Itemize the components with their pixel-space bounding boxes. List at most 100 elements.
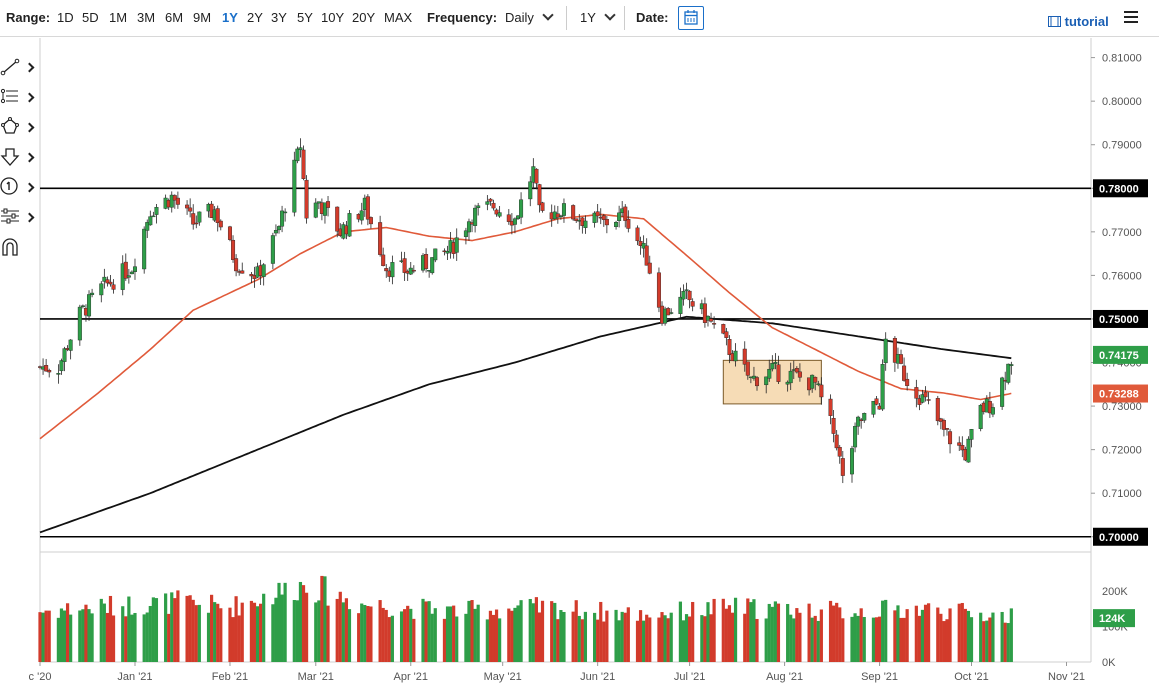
candle-body [797,371,802,378]
volume-bar [167,613,171,662]
candle-body [537,184,542,206]
magnet-tool[interactable] [0,236,36,260]
price-tick-label: 0.79000 [1102,140,1142,152]
volume-bar [550,601,554,662]
volume-bar [314,602,318,662]
volume-bar [681,620,686,662]
ma-short-badge [1093,384,1148,403]
range-3y[interactable]: 3Y [271,10,287,25]
volume-bar [617,620,621,662]
tutorial-link[interactable]: tutorial [1048,14,1109,29]
candle-body [859,419,864,421]
range-max[interactable]: MAX [384,10,413,25]
candle-body [215,208,220,223]
candle-body [709,318,714,322]
volume-bar [862,617,866,662]
candle-body [191,213,196,225]
range-6m[interactable]: 6M [165,10,184,25]
candle-body [102,276,107,282]
range-2y[interactable]: 2Y [247,10,263,25]
volume-bar [90,613,94,662]
candle-body [41,366,46,370]
candle-body [647,262,652,274]
candle-body [488,198,493,202]
candle-body [773,362,778,364]
candle-body [197,211,202,223]
volume-bar [170,592,174,662]
calendar-button[interactable] [678,6,704,30]
candle-body [990,407,995,415]
candle-body [678,296,683,314]
candle-body [387,270,392,277]
time-tick-label: May '21 [484,671,522,683]
range-5y[interactable]: 5Y [297,10,313,25]
candle-body [237,271,242,273]
shape-tool[interactable] [0,116,36,140]
volume-bar [948,608,952,662]
range-9m[interactable]: 9M [193,10,212,25]
range-5d[interactable]: 5D [82,10,99,25]
candle-body [65,348,70,350]
time-tick-label: Mar '21 [298,671,334,683]
volume-bar [513,607,517,662]
volume-bar [148,605,152,662]
frequency-select[interactable]: Daily [505,9,554,25]
volume-bar [240,602,244,662]
fibonacci-tool[interactable] [0,86,36,110]
candle-body [218,220,223,228]
trend-line-tool[interactable] [0,56,36,80]
candle-body [442,250,447,253]
candle-body [813,376,818,383]
indicator-tool[interactable] [0,206,36,230]
volume-bar [666,618,670,662]
time-tick-label: Nov '21 [1048,671,1085,683]
price-tick-label: 0.77000 [1102,227,1142,239]
candle-body [666,308,671,316]
volume-bar [206,612,211,662]
range-1d[interactable]: 1D [57,10,74,25]
candle-body [516,215,521,220]
candle-body [892,337,897,363]
volume-bar [252,602,257,662]
candle-body [617,212,622,222]
candle-body [923,391,928,398]
volume-bar [455,616,459,662]
candle-body [960,445,965,451]
candle-body [831,417,836,434]
consolidation-range-box [722,359,822,405]
candle-body [338,228,343,236]
candle-body [880,364,885,410]
arrow-tool[interactable] [0,146,36,170]
volume-bar [678,601,683,662]
range-1y[interactable]: 1Y [222,10,238,25]
volume-bar [1000,611,1004,662]
candle-body [421,255,426,271]
candle-body [776,364,781,382]
volume-bar [87,609,91,662]
volume-bar [320,575,324,662]
volume-bar [445,606,450,662]
range-3m[interactable]: 3M [137,10,156,25]
candle-body [512,218,517,225]
candle-body [368,217,373,225]
candle-body [828,398,833,416]
tutorial-label: tutorial [1064,14,1109,29]
candle-body [227,226,232,240]
candle-body [175,197,180,205]
range-20y[interactable]: 20Y [352,10,376,25]
annotation-tool[interactable] [0,176,36,200]
range-1m[interactable]: 1M [109,10,128,25]
candle-body [598,216,603,219]
candle-body [684,289,689,291]
candle-body [212,209,217,221]
volume-bar [859,608,863,662]
candle-body [580,217,585,226]
time-tick-label: Sep '21 [861,671,898,683]
range-10y[interactable]: 10Y [321,10,345,25]
period-select[interactable]: 1Y [580,9,616,25]
volume-bar [562,611,566,662]
candle-body [111,284,116,290]
menu-button[interactable] [1124,11,1138,23]
candle-body [362,197,367,210]
